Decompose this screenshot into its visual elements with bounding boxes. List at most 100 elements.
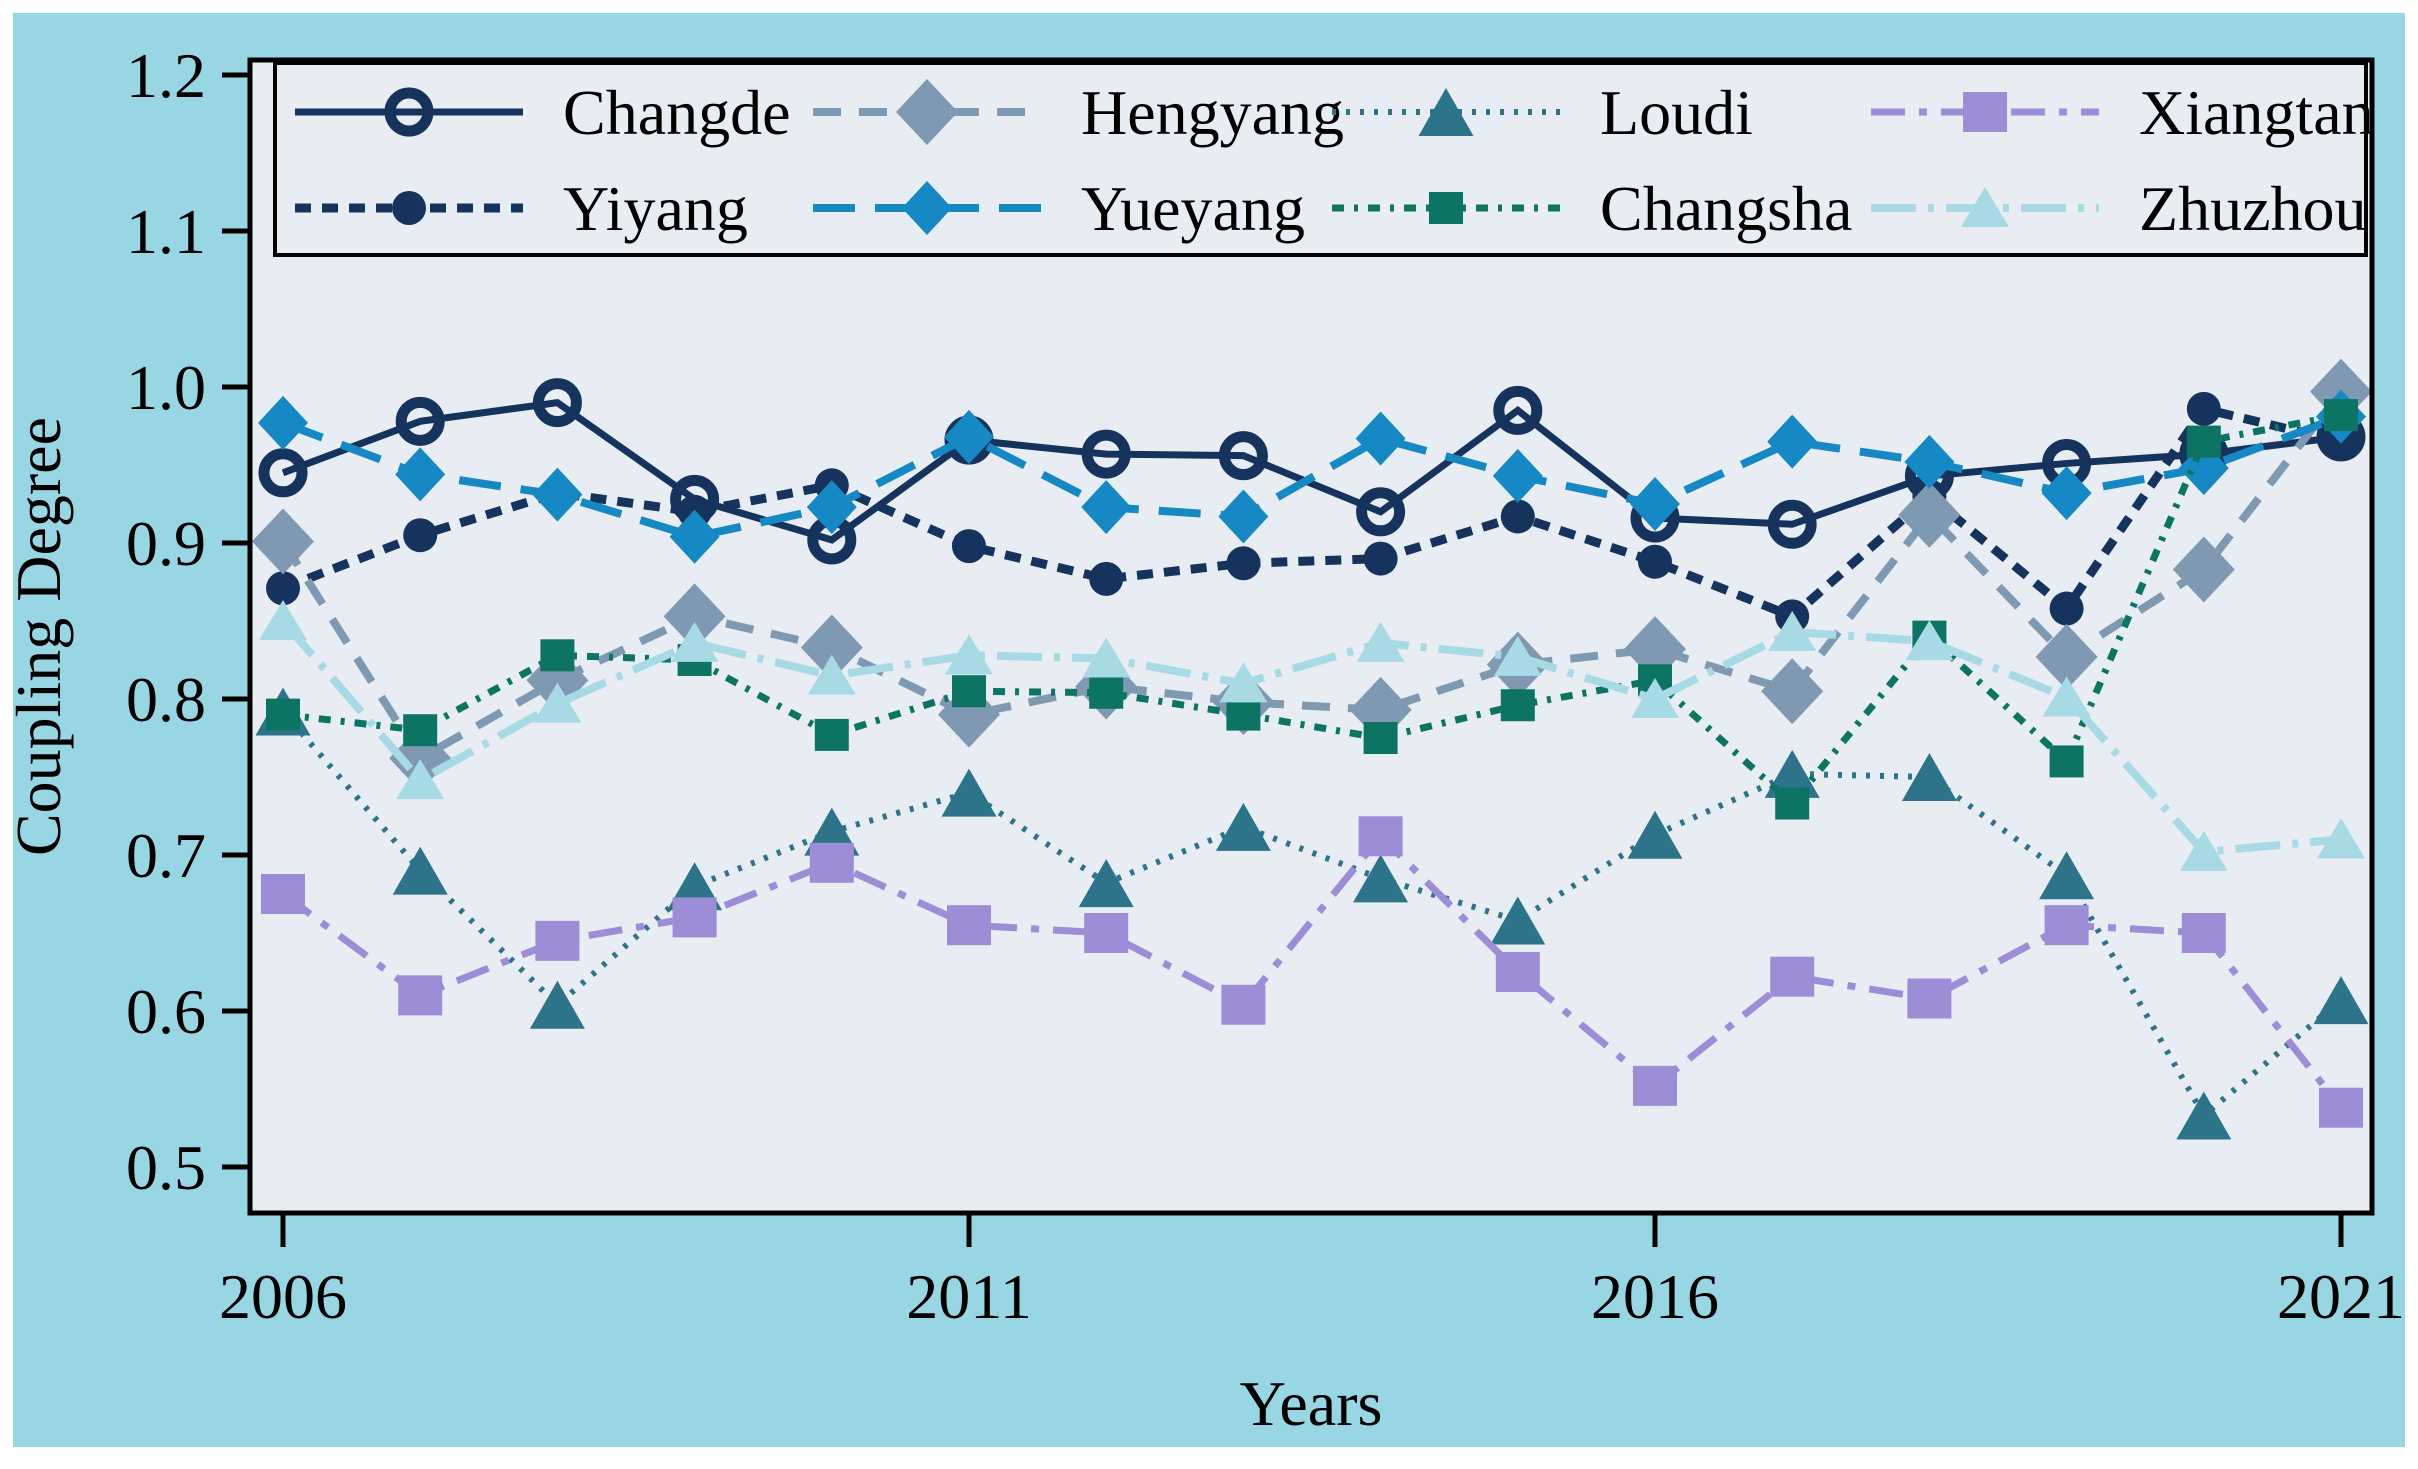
data-point-xiangtan-2014	[1358, 816, 1403, 857]
data-point-yiyang-2013	[1226, 546, 1261, 581]
data-point-yiyang-2007	[403, 518, 438, 553]
data-point-changsha-2017	[1775, 787, 1810, 820]
data-point-zhuzhou-2013	[1219, 662, 1268, 703]
legend-item-yueyang: Yueyang	[813, 173, 1305, 244]
data-point-xiangtan-2015	[1495, 952, 1540, 992]
data-point-changde-2007	[395, 396, 445, 446]
data-point-yueyang-2018	[1904, 434, 1955, 489]
data-point-zhuzhou-2006	[259, 600, 307, 640]
data-point-loudi-2017	[1764, 749, 1820, 798]
data-point-changsha-2010	[814, 718, 849, 751]
data-point-xiangtan-2013	[1221, 984, 1266, 1025]
data-point-loudi-2021	[2313, 976, 2369, 1025]
data-point-loudi-2020	[2176, 1091, 2232, 1140]
data-point-loudi-2019	[2039, 851, 2095, 900]
data-point-xiangtan-2019	[2044, 905, 2089, 946]
data-point-loudi-2018	[1901, 753, 1957, 801]
axis-frame	[247, 57, 2375, 1216]
series-line-hengyang	[279, 389, 2345, 764]
series-zhuzhou	[259, 600, 2365, 871]
data-point-yueyang-2019	[2041, 466, 2092, 521]
data-point-changde-2014	[1356, 487, 1406, 537]
data-point-yiyang-2006	[266, 571, 300, 606]
legend-marker-yiyang	[392, 191, 426, 225]
legend-item-yiyang: Yiyang	[295, 173, 748, 244]
data-point-xiangtan-2010	[809, 842, 854, 883]
data-point-changde-2006	[258, 448, 308, 498]
x-tick-label-2006: 2006	[219, 1261, 347, 1332]
data-point-xiangtan-2016	[1633, 1065, 1677, 1106]
data-point-yiyang-2015	[1500, 499, 1535, 534]
data-point-xiangtan-2012	[1084, 913, 1129, 953]
series-line-yueyang	[281, 412, 2343, 541]
legend-marker-changde	[384, 87, 434, 137]
x-tick-label-2016: 2016	[1591, 1261, 1719, 1332]
legend: Changde Hengyang Loudi Xiangtan Yiyang Yueyan…	[273, 61, 2374, 257]
x-tick-label-2011: 2011	[906, 1261, 1032, 1332]
data-point-yiyang-2011	[952, 529, 986, 564]
series-line-loudi	[280, 709, 2343, 1121]
data-point-loudi-2013	[1215, 802, 1271, 851]
x-axis-title: Years	[1240, 1368, 1383, 1439]
legend-box	[273, 61, 2368, 257]
legend-marker-yueyang	[902, 181, 952, 235]
data-point-zhuzhou-2021	[2317, 818, 2365, 859]
y-tick-label-1.0: 1.0	[126, 352, 206, 423]
y-axis-title: Coupling Degree	[3, 417, 74, 856]
data-point-xiangtan-2020	[2181, 913, 2226, 953]
legend-item-changde: Changde	[295, 77, 791, 148]
data-point-hengyang-2020	[2172, 536, 2235, 603]
legend-marker-xiangtan	[1963, 92, 2007, 132]
data-point-yiyang-2016	[1638, 544, 1672, 579]
data-point-xiangtan-2018	[1907, 978, 1952, 1019]
data-point-xiangtan-2009	[672, 897, 717, 938]
data-point-changsha-2014	[1363, 722, 1398, 754]
data-point-yueyang-2015	[1492, 448, 1543, 503]
data-point-yueyang-2014	[1355, 411, 1406, 466]
legend-label-hengyang: Hengyang	[1081, 77, 1344, 148]
data-point-zhuzhou-2016	[1631, 678, 1679, 718]
data-point-xiangtan-2008	[535, 920, 580, 961]
data-point-hengyang-2010	[800, 614, 863, 681]
data-point-changde-2015	[1493, 385, 1543, 435]
data-point-changsha-2008	[540, 639, 575, 672]
data-point-loudi-2007	[392, 846, 448, 895]
y-tick-label-0.7: 0.7	[126, 820, 206, 891]
data-point-hengyang-2017	[1761, 658, 1824, 725]
legend-marker-loudi	[1418, 88, 1474, 136]
data-point-zhuzhou-2012	[1082, 637, 1131, 678]
data-point-changsha-2021	[2324, 399, 2358, 432]
data-point-zhuzhou-2008	[533, 682, 582, 723]
legend-label-yiyang: Yiyang	[563, 173, 748, 244]
data-point-zhuzhou-2020	[2179, 830, 2228, 871]
legend-label-loudi: Loudi	[1600, 77, 1753, 148]
legend-marker-changsha	[1429, 192, 1463, 224]
data-point-yueyang-2017	[1767, 414, 1818, 469]
y-tick-label-1.2: 1.2	[126, 40, 206, 111]
data-point-hengyang-2018	[1898, 481, 1961, 548]
data-point-changsha-2015	[1500, 689, 1535, 722]
data-point-zhuzhou-2011	[945, 634, 993, 675]
x-tick-label-2021: 2021	[2277, 1261, 2405, 1332]
data-point-xiangtan-2007	[398, 975, 443, 1016]
data-point-hengyang-2019	[2035, 623, 2098, 690]
series-line-changsha	[282, 411, 2342, 809]
data-point-yiyang-2012	[1089, 561, 1124, 596]
data-point-yueyang-2008	[532, 467, 583, 522]
legend-label-zhuzhou: Zhuzhou	[2139, 173, 2367, 244]
legend-marker-zhuzhou	[1961, 187, 2009, 227]
legend-item-loudi: Loudi	[1332, 77, 1753, 148]
series-line-changde	[281, 398, 2342, 544]
data-point-zhuzhou-2014	[1356, 621, 1405, 662]
series-line-yiyang	[281, 403, 2343, 622]
y-tick-label-0.8: 0.8	[126, 664, 206, 735]
data-point-xiangtan-2011	[947, 905, 991, 946]
data-point-zhuzhou-2010	[807, 654, 856, 695]
data-point-yiyang-2019	[2049, 591, 2084, 626]
data-point-changsha-2012	[1089, 676, 1124, 709]
data-point-zhuzhou-2015	[1493, 635, 1542, 676]
data-point-hengyang-2009	[663, 583, 726, 650]
data-point-changsha-2019	[2049, 745, 2084, 778]
legend-marker-hengyang	[896, 79, 958, 145]
